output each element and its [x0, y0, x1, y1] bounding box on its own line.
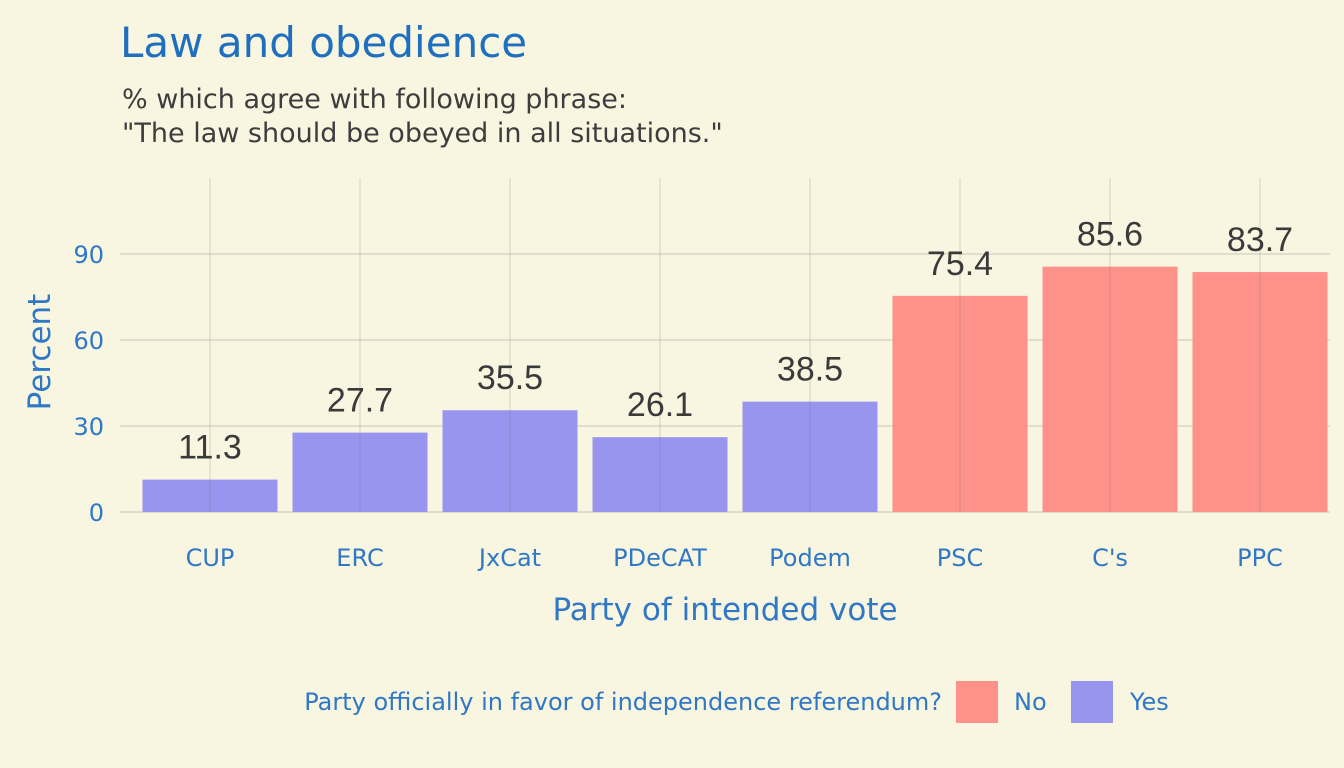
legend-title: Party officially in favor of independenc…: [304, 688, 942, 716]
chart-subtitle-line-2: "The law should be obeyed in all situati…: [122, 118, 723, 149]
value-labels: 11.3 27.7 35.5 26.1 38.5 75.4 85.6 83.7: [178, 216, 1293, 467]
bar: [142, 479, 278, 512]
bar-value-label: 26.1: [627, 386, 693, 424]
legend-label-no: No: [1014, 688, 1047, 716]
y-tick-label: 60: [73, 327, 104, 355]
bar-value-label: 83.7: [1227, 221, 1293, 259]
bar-value-label: 35.5: [477, 359, 543, 397]
legend: Party officially in favor of independenc…: [0, 680, 1344, 726]
bar-value-label: 85.6: [1077, 216, 1143, 254]
bar: [742, 401, 878, 512]
y-tick-label: 90: [73, 241, 104, 269]
axes: 0 30 60 90 CUP ERC JxCat PDeCAT Podem PSC C's PPC Pa…: [22, 241, 1283, 628]
y-tick-label: 30: [73, 413, 104, 441]
legend-swatch-no: [956, 681, 998, 723]
x-tick-label: CUP: [186, 544, 235, 572]
bars: [142, 266, 1328, 512]
x-tick-label: JxCat: [477, 544, 541, 572]
bar: [1042, 266, 1178, 512]
x-tick-label: PSC: [937, 544, 983, 572]
y-axis-title: Percent: [22, 294, 58, 411]
legend-swatch-yes: [1071, 681, 1113, 723]
bar: [292, 432, 428, 512]
chart-subtitle-line-1: % which agree with following phrase:: [122, 84, 627, 115]
x-tick-label: PDeCAT: [613, 544, 707, 572]
bar: [1192, 272, 1328, 512]
x-axis-title: Party of intended vote: [552, 592, 897, 628]
bar-value-label: 75.4: [927, 245, 993, 283]
bar: [892, 295, 1028, 512]
bar-value-label: 38.5: [777, 351, 843, 389]
bar: [592, 437, 728, 512]
x-tick-label: C's: [1092, 544, 1128, 572]
bar-value-label: 27.7: [327, 382, 393, 420]
x-tick-label: ERC: [336, 544, 383, 572]
bar-value-label: 11.3: [178, 429, 242, 467]
x-tick-label: Podem: [769, 544, 851, 572]
bar: [442, 410, 578, 512]
y-tick-label: 0: [89, 499, 104, 527]
chart-title: Law and obedience: [120, 18, 528, 67]
vertical-gridlines: [209, 178, 1261, 512]
x-tick-label: PPC: [1237, 544, 1283, 572]
legend-label-yes: Yes: [1130, 688, 1169, 716]
